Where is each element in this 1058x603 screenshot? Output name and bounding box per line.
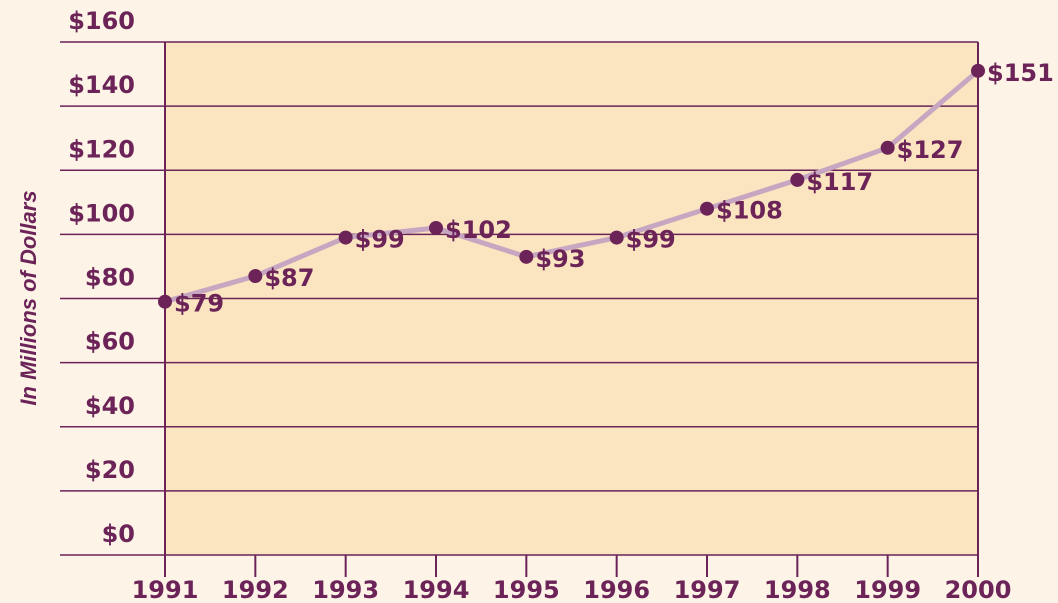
value-label: $117 xyxy=(806,168,873,196)
x-tick-label: 1999 xyxy=(854,576,921,603)
y-tick-label: $80 xyxy=(85,264,135,292)
y-tick-label: $60 xyxy=(85,328,135,356)
y-tick-label: $20 xyxy=(85,456,135,484)
x-tick-label: 1994 xyxy=(403,576,470,603)
point xyxy=(429,220,443,235)
point xyxy=(609,230,624,245)
value-label: $99 xyxy=(626,226,676,254)
y-tick-label: $140 xyxy=(68,71,135,99)
y-tick-label: $40 xyxy=(85,392,135,420)
value-label: $102 xyxy=(445,216,512,244)
x-tick-label: 1991 xyxy=(132,576,199,603)
value-label: $151 xyxy=(987,59,1054,87)
x-tick-label: 1995 xyxy=(493,576,560,603)
y-tick-label: $160 xyxy=(68,7,135,35)
value-label: $87 xyxy=(264,264,314,292)
value-label: $99 xyxy=(355,226,405,254)
x-tick-label: 1993 xyxy=(312,576,379,603)
point xyxy=(880,140,895,155)
x-tick-label: 2000 xyxy=(945,576,1012,603)
y-tick-label: $0 xyxy=(102,520,135,548)
x-tick-label: 1992 xyxy=(222,576,289,603)
point xyxy=(338,230,353,245)
x-tick-label: 1996 xyxy=(583,576,650,603)
x-tick-label: 1997 xyxy=(674,576,741,603)
y-tick-label: $120 xyxy=(68,135,135,163)
point xyxy=(519,249,534,264)
value-label: $79 xyxy=(174,290,224,318)
x-tick-label: 1998 xyxy=(764,576,831,603)
point xyxy=(248,269,263,284)
point xyxy=(790,172,805,187)
point xyxy=(971,63,985,78)
y-tick-label: $100 xyxy=(68,199,135,227)
point xyxy=(158,294,172,309)
line xyxy=(164,68,980,305)
y-axis-label: In Millions of Dollars xyxy=(16,190,41,405)
value-label: $93 xyxy=(535,245,585,273)
value-label: $127 xyxy=(897,136,964,164)
point xyxy=(700,201,714,216)
value-label: $108 xyxy=(716,197,783,225)
